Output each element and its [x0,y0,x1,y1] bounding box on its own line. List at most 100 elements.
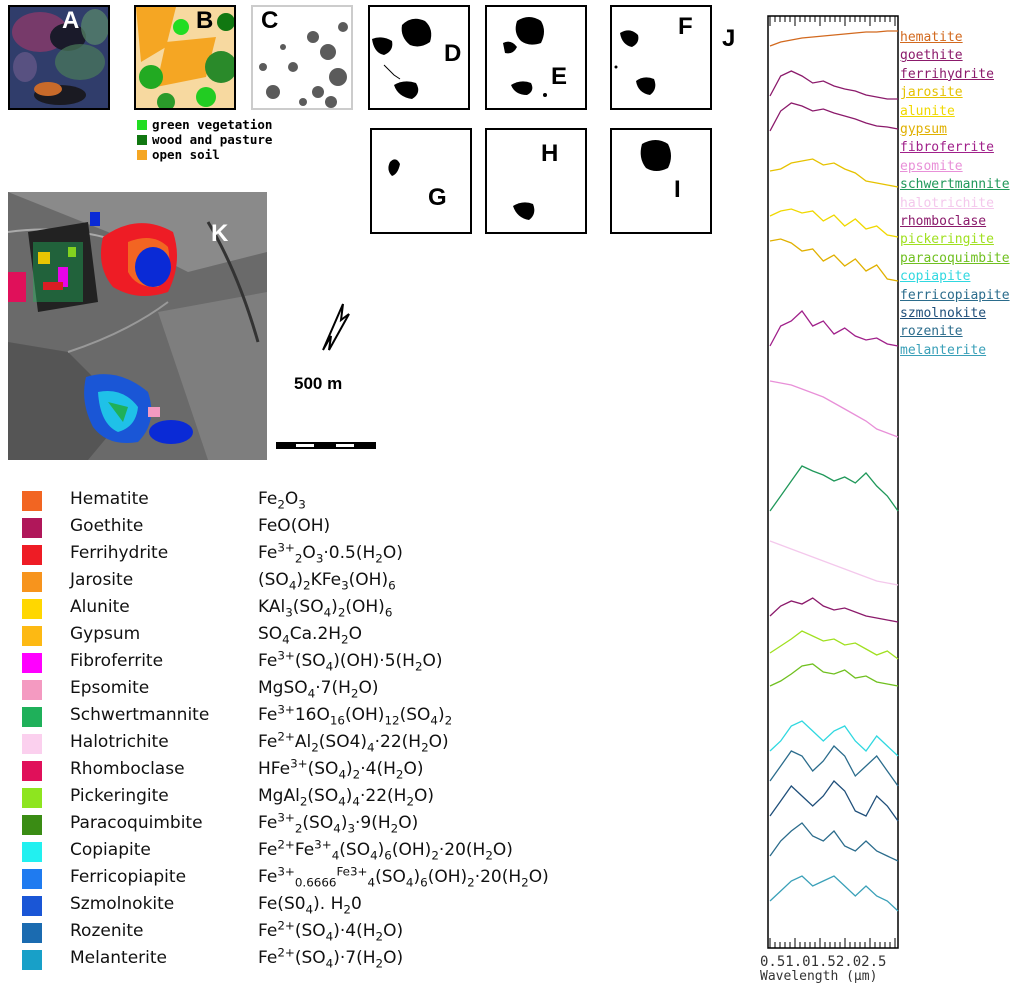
legend-label: green vegetation [152,117,273,132]
legend-swatch-open-soil [137,149,147,160]
panel-b-landcover-image: B [134,5,236,110]
mineral-row: Alunite KAl3(SO4)2(OH)6 [22,595,582,622]
panel-e-label: E [551,63,568,90]
mineral-color-swatch [22,518,42,538]
spectrum-label: epsomite [900,158,963,174]
panel-i-label: I [674,176,681,203]
legend-swatch-wood-pasture [137,134,147,145]
panel-c-label: C [261,7,279,34]
mineral-name: Gypsum [70,624,141,644]
spectrum-curve [769,238,899,282]
spectrum-curve [769,465,899,512]
mineral-formula: MgAl2(SO4)4·22(H2O) [258,786,435,809]
panel-f-mask-image: F [610,5,712,110]
mineral-name: Halotrichite [70,732,169,752]
spectrum-label: rozenite [900,324,963,340]
spectrum-curve [769,540,899,586]
spectrum-label: melanterite [900,342,987,358]
mineral-color-swatch [22,950,42,970]
spectrum-label: alunite [900,103,955,119]
panel-h-label: H [541,140,559,167]
mineral-formula: Fe2+(SO4)·7(H2O) [258,945,404,971]
mineral-row: Ferricopiapite Fe3+0.6666Fe3+4(SO4)6(OH)2… [22,865,582,892]
spectra-xlabel: Wavelength (μm) [760,969,877,984]
mineral-name: Paracoquimbite [70,813,203,833]
landcover-legend-item: open soil [137,147,272,162]
mineral-name: Ferricopiapite [70,867,187,887]
spectrum-label: szmolnokite [900,306,987,321]
mineral-color-swatch [22,788,42,808]
panel-g-mask-image: G [370,128,472,234]
mineral-color-swatch [22,923,42,943]
spectrum-curve [769,875,899,912]
mineral-color-swatch [22,653,42,673]
mineral-row: Pickeringite MgAl2(SO4)4·22(H2O) [22,784,582,811]
mineral-name: Ferrihydrite [70,543,169,563]
mineral-formula: Fe2O3 [258,489,306,512]
north-arrow-icon [322,303,350,351]
legend-label: wood and pasture [152,132,273,147]
mineral-color-swatch [22,707,42,727]
mineral-name: Melanterite [70,948,168,968]
mineral-formula: Fe3+2O3·0.5(H2O) [258,540,403,566]
spectrum-curve [769,630,899,660]
spectra-tick-labels: 0.51.01.52.02.5 [760,954,886,970]
spectrum-curve [769,310,899,347]
mineral-row: Rozenite Fe2+(SO4)·4(H2O) [22,919,582,946]
mineral-formula: (SO4)2KFe3(OH)6 [258,570,396,593]
panel-a-label: A [62,7,80,34]
mineral-row: Szmolnokite Fe(S04). H20 [22,892,582,919]
mineral-row: Epsomite MgSO4·7(H2O) [22,676,582,703]
mineral-name: Szmolnokite [70,894,175,914]
spectrum-label: goethite [900,48,963,64]
landcover-legend-item: green vegetation [137,117,272,132]
mineral-color-swatch [22,599,42,619]
mineral-row: Goethite FeO(OH) [22,514,582,541]
mineral-row: Jarosite (SO4)2KFe3(OH)6 [22,568,582,595]
mineral-color-swatch [22,572,42,592]
mineral-name: Copiapite [70,840,151,860]
mineral-color-swatch [22,842,42,862]
mineral-color-swatch [22,869,42,889]
mineral-row: Paracoquimbite Fe3+2(SO4)3·9(H2O) [22,811,582,838]
landcover-legend-item: wood and pasture [137,132,272,147]
mineral-name: Rhomboclase [70,759,185,779]
spectrum-curve [769,30,898,47]
spectrum-label: rhomboclase [900,214,987,229]
mineral-row: Melanterite Fe2+(SO4)·7(H2O) [22,946,582,973]
panel-b-graphic [136,7,234,108]
legend-swatch-green-vegetation [137,119,147,130]
mineral-color-swatch [22,815,42,835]
spectrum-label: fibroferrite [900,140,994,156]
spectrum-curve [769,720,899,757]
spectrum-label: hematite [900,30,963,45]
mineral-formula: Fe3+0.6666Fe3+4(SO4)6(OH)2·20(H2O) [258,864,549,890]
mineral-formula: Fe2+Fe3+4(SO4)6(OH)2·20(H2O) [258,837,513,863]
mineral-row: Hematite Fe2O3 [22,487,582,514]
mineral-name: Goethite [70,516,144,536]
mineral-name: Epsomite [70,678,150,698]
panel-d-label: D [444,40,462,67]
panel-c-mask-image: C [251,5,353,110]
legend-label: open soil [152,147,220,162]
spectrum-curve [769,70,898,100]
mineral-formula: Fe3+(SO4)(OH)·5(H2O) [258,648,443,674]
panel-c-graphic [253,7,351,108]
panel-k-label: K [211,220,229,247]
spectrum-curve [769,380,899,438]
mineral-color-swatch [22,734,42,754]
mineral-row: Ferrihydrite Fe3+2O3·0.5(H2O) [22,541,582,568]
spectrum-curve [769,158,899,188]
mineral-row: Rhomboclase HFe3+(SO4)2·4(H2O) [22,757,582,784]
panel-f-label: F [678,13,693,40]
panel-i-graphic [640,140,671,171]
panel-g-label: G [428,184,447,211]
mineral-formula: SO4Ca.2H2O [258,624,363,647]
spectrum-curve [769,745,899,787]
spectra-frame [767,15,899,949]
mineral-color-swatch [22,626,42,646]
spectrum-curve [769,102,899,132]
spectrum-label: ferrihydrite [900,66,994,82]
spectrum-label: ferricopiapite [900,287,1010,303]
panel-e-graphic [503,17,547,97]
